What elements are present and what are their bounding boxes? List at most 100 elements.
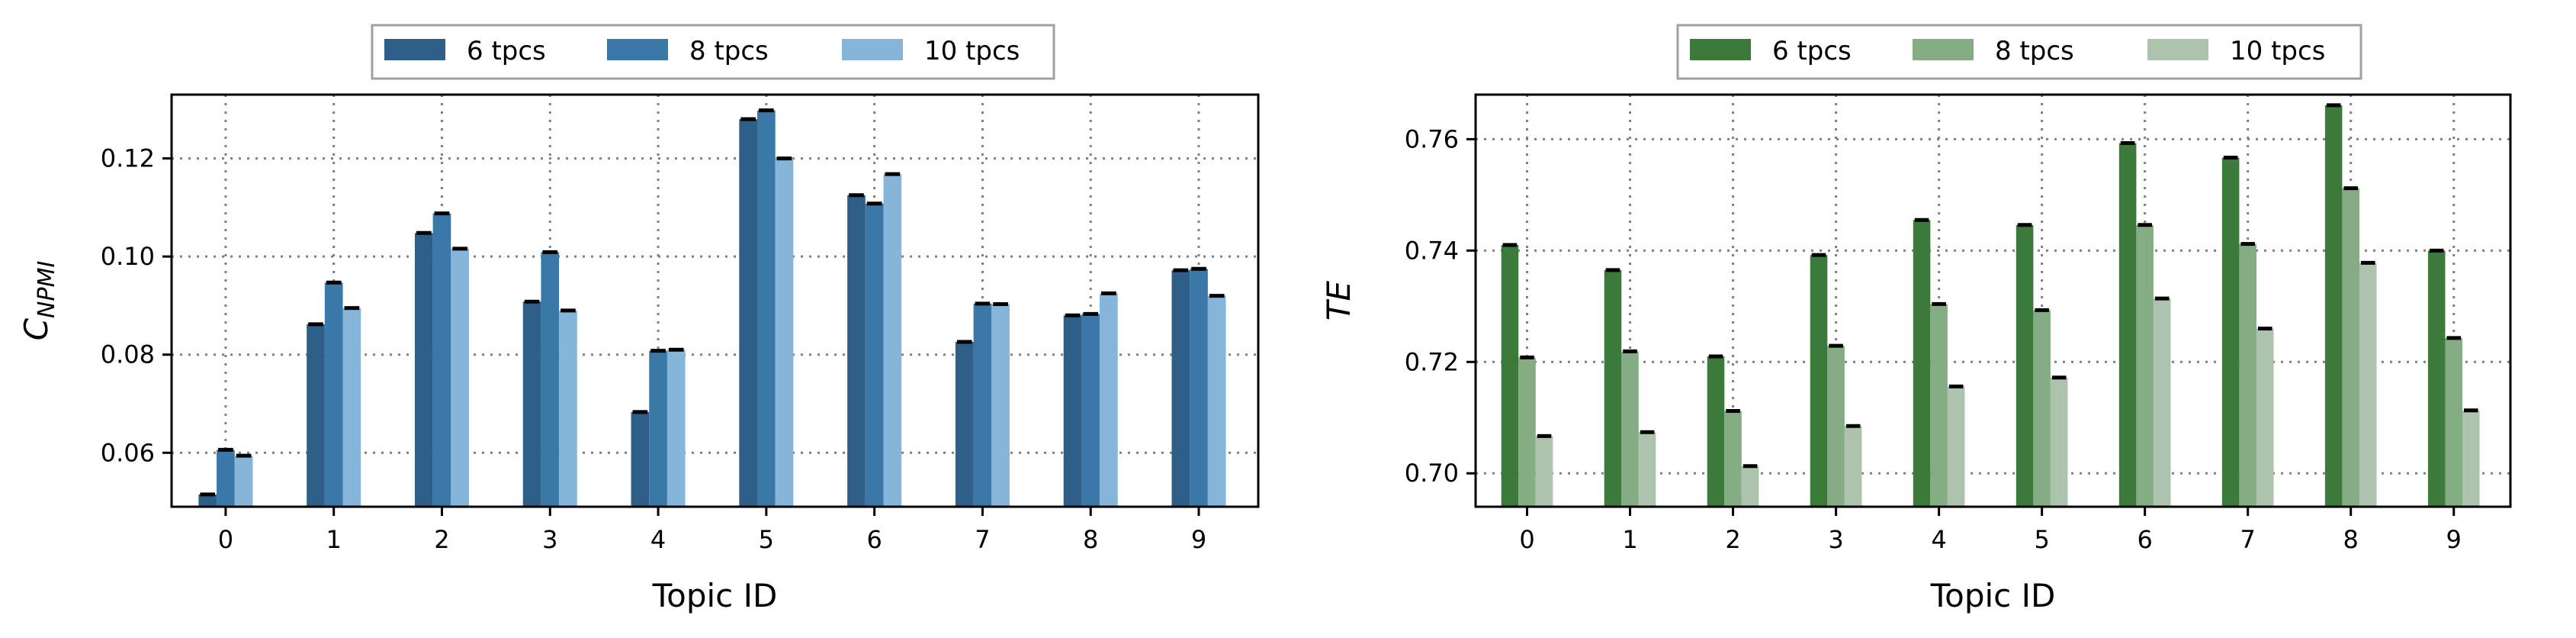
y-axis-label-subscript: NPMI bbox=[34, 261, 60, 318]
y-tick-label: 0.72 bbox=[1405, 347, 1459, 376]
plot-area-frame bbox=[170, 93, 1260, 508]
legend-label-2: 8 tpcs bbox=[1995, 36, 2074, 66]
legend-frame bbox=[371, 24, 1055, 80]
legend-label-3: 10 tpcs bbox=[924, 36, 1020, 66]
x-tick-label: 3 bbox=[1828, 525, 1843, 554]
bar-series-1-topic-4 bbox=[631, 411, 650, 507]
y-axis-label: TE bbox=[1320, 280, 1357, 321]
x-tick-label: 9 bbox=[2446, 525, 2462, 554]
legend-swatch-1 bbox=[384, 39, 445, 60]
x-tick-label: 7 bbox=[2240, 525, 2256, 554]
bar-series-3-topic-9 bbox=[2462, 410, 2480, 507]
bar-series-2-topic-6 bbox=[865, 203, 884, 507]
bar-series-3-topic-8 bbox=[2359, 263, 2377, 507]
x-tick-label: 8 bbox=[2343, 525, 2359, 554]
x-tick-label: 5 bbox=[759, 525, 774, 554]
bar-series-1-topic-8 bbox=[1063, 315, 1082, 507]
x-tick-label: 3 bbox=[542, 525, 557, 554]
x-axis-label: Topic ID bbox=[652, 577, 778, 614]
bar-series-3-topic-7 bbox=[991, 304, 1010, 507]
bar-series-3-topic-7 bbox=[2256, 328, 2274, 507]
bar-series-1-topic-3 bbox=[1810, 255, 1828, 507]
x-tick-label: 1 bbox=[1622, 525, 1637, 554]
legend-swatch-1 bbox=[1690, 39, 1751, 60]
bar-series-2-topic-8 bbox=[2342, 188, 2359, 507]
y-tick-label: 0.70 bbox=[1405, 459, 1459, 488]
x-tick-label: 6 bbox=[866, 525, 882, 554]
legend-frame bbox=[1676, 24, 2362, 80]
legend-label-2: 8 tpcs bbox=[689, 36, 769, 66]
bar-series-3-topic-0 bbox=[1535, 436, 1553, 507]
bar-series-1-topic-5 bbox=[2016, 224, 2034, 507]
bar-series-1-topic-7 bbox=[2221, 157, 2240, 507]
x-tick-label: 2 bbox=[434, 525, 449, 554]
bar-series-1-topic-2 bbox=[414, 233, 433, 507]
legend-swatch-2 bbox=[1913, 39, 1974, 60]
bar-series-2-topic-2 bbox=[1724, 411, 1742, 507]
bar-series-1-topic-4 bbox=[1913, 220, 1931, 507]
bar-series-1-topic-9 bbox=[2427, 250, 2446, 507]
bar-series-2-topic-0 bbox=[1518, 357, 1536, 507]
bar-series-3-topic-0 bbox=[234, 456, 253, 507]
y-tick-label: 0.76 bbox=[1405, 124, 1459, 153]
chart-panel-2: 0 1 2 3 4 5 6 7 8 9 0.70 0.72 0.74 0.76 Topic ID TE 6 tp… bbox=[1320, 24, 2512, 614]
bar-series-2-topic-1 bbox=[324, 282, 343, 507]
x-tick-label: 5 bbox=[2034, 525, 2049, 554]
x-tick-label: 8 bbox=[1083, 525, 1098, 554]
x-tick-label: 7 bbox=[975, 525, 990, 554]
bar-series-2-topic-9 bbox=[2445, 337, 2463, 507]
x-tick-label: 0 bbox=[1519, 525, 1534, 554]
bar-series-2-topic-0 bbox=[217, 450, 235, 507]
legend-swatch-3 bbox=[2147, 39, 2208, 60]
y-tick-label: 0.74 bbox=[1405, 236, 1459, 265]
legend-label-1: 6 tpcs bbox=[467, 36, 546, 66]
bar-series-3-topic-2 bbox=[1741, 466, 1759, 507]
bar-series-1-topic-1 bbox=[1604, 269, 1622, 507]
legend-label-3: 10 tpcs bbox=[2230, 36, 2325, 66]
bar-series-1-topic-0 bbox=[198, 494, 217, 507]
bar-series-2-topic-5 bbox=[757, 110, 776, 508]
bar-series-1-topic-6 bbox=[2118, 143, 2137, 507]
bar-series-3-topic-3 bbox=[1844, 426, 1862, 507]
bar-series-3-topic-8 bbox=[1100, 293, 1118, 507]
bar-series-3-topic-5 bbox=[775, 158, 794, 508]
bar-series-2-topic-1 bbox=[1621, 351, 1639, 507]
x-tick-label: 6 bbox=[2137, 525, 2152, 554]
bar-series-2-topic-5 bbox=[2033, 310, 2051, 507]
bar-series-3-topic-9 bbox=[1207, 295, 1226, 507]
bar-series-1-topic-2 bbox=[1707, 356, 1725, 507]
chart-panel-1: 0 1 2 3 4 5 6 7 8 9 0.06 0.08 0.10 0.12 Topic ID CNPMI 6… bbox=[18, 24, 1260, 614]
y-tick-label: 0.08 bbox=[101, 340, 155, 369]
y-tick-label: 0.10 bbox=[101, 242, 155, 271]
legend-label-1: 6 tpcs bbox=[1772, 36, 1852, 66]
bar-series-3-topic-2 bbox=[451, 248, 469, 507]
y-axis-label-main: C bbox=[18, 317, 55, 340]
bar-series-1-topic-1 bbox=[307, 324, 325, 507]
bar-series-1-topic-7 bbox=[955, 342, 974, 507]
bar-series-1-topic-5 bbox=[739, 119, 758, 507]
bar-series-2-topic-7 bbox=[973, 303, 992, 507]
bar-series-1-topic-3 bbox=[522, 301, 541, 507]
x-tick-label: 4 bbox=[1931, 525, 1946, 554]
bar-series-2-topic-3 bbox=[1827, 346, 1845, 507]
bar-series-2-topic-7 bbox=[2239, 243, 2256, 507]
bar-series-3-topic-6 bbox=[883, 174, 902, 507]
plot-area-frame bbox=[1474, 93, 2512, 508]
bar-series-1-topic-8 bbox=[2324, 105, 2343, 507]
y-tick-label: 0.06 bbox=[101, 438, 155, 467]
bar-series-2-topic-4 bbox=[649, 350, 667, 507]
bar-series-3-topic-6 bbox=[2153, 298, 2171, 507]
x-tick-label: 4 bbox=[650, 525, 666, 554]
bar-series-1-topic-6 bbox=[847, 195, 866, 508]
bar-series-3-topic-4 bbox=[1947, 386, 1965, 507]
x-tick-label: 2 bbox=[1725, 525, 1740, 554]
legend: 6 tpcs 8 tpcs 10 tpcs bbox=[371, 24, 1055, 80]
bar-series-3-topic-1 bbox=[1638, 432, 1656, 507]
y-tick-label: 0.12 bbox=[101, 144, 155, 173]
legend: 6 tpcs 8 tpcs 10 tpcs bbox=[1676, 24, 2362, 80]
bar-series-3-topic-1 bbox=[342, 308, 361, 507]
legend-swatch-3 bbox=[842, 39, 903, 60]
bar-series-2-topic-6 bbox=[2136, 224, 2154, 507]
bar-series-2-topic-3 bbox=[541, 252, 560, 507]
